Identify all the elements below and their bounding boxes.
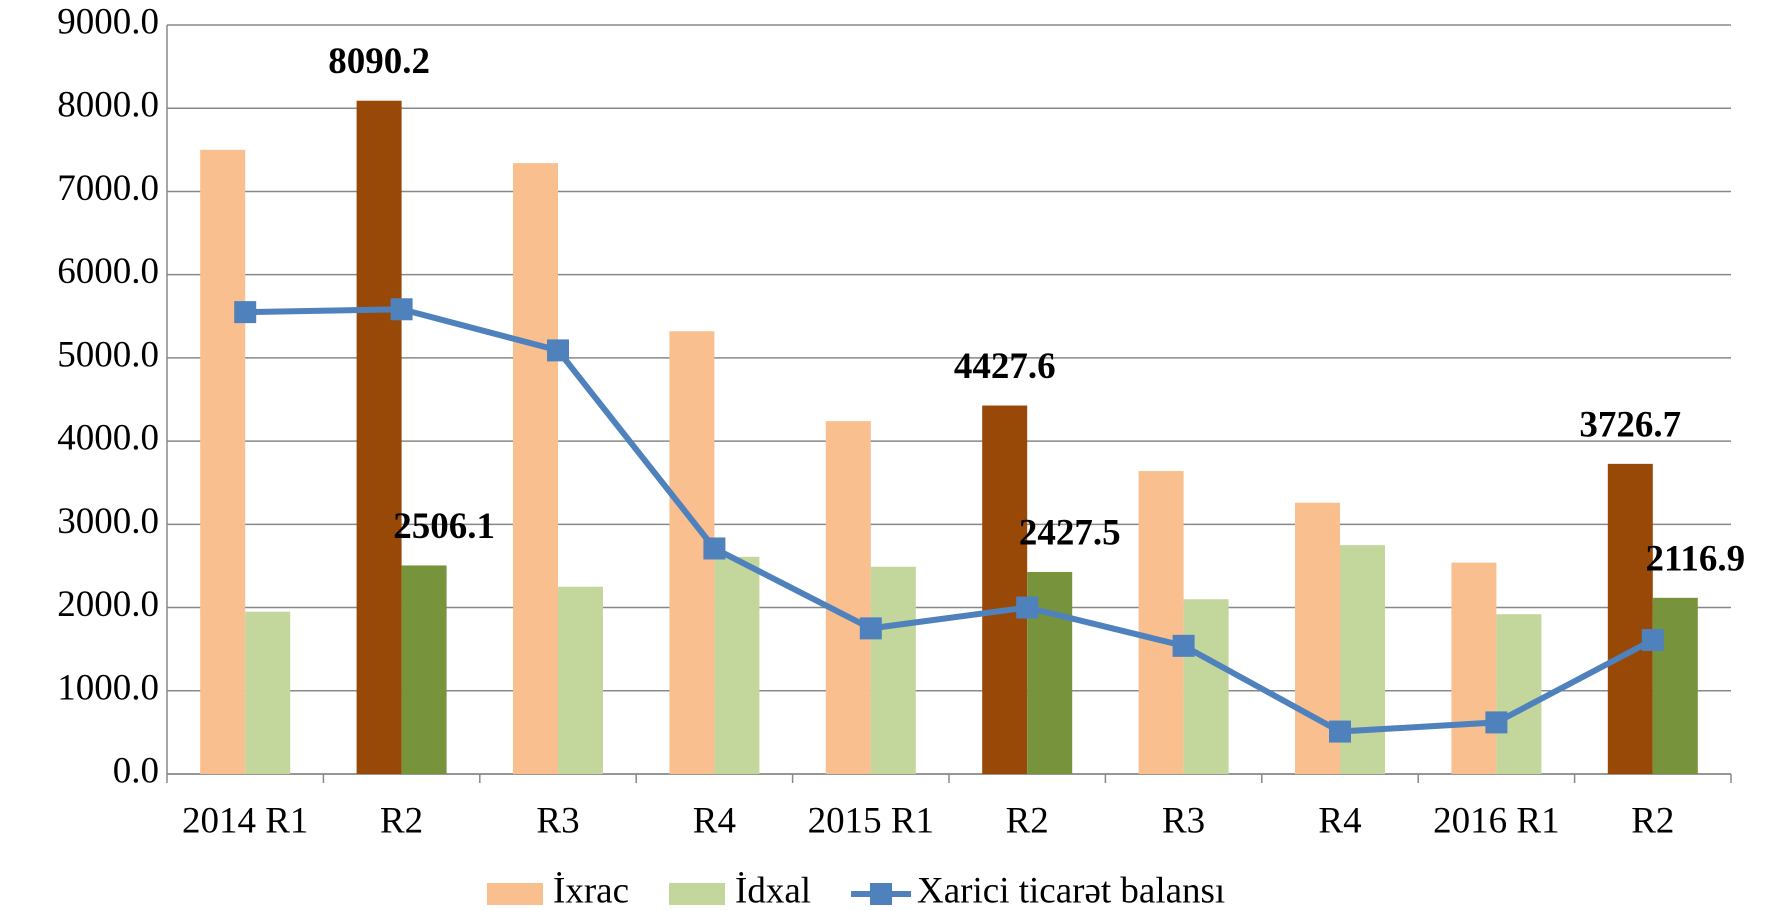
- bar: [870, 566, 916, 774]
- value-label: 2116.9: [1645, 538, 1745, 579]
- bar: [356, 100, 402, 774]
- marker: [1329, 720, 1351, 743]
- x-tick-label: 2014 R1: [182, 800, 308, 841]
- x-tick-label: R4: [693, 800, 736, 841]
- legend-marker: [870, 883, 893, 905]
- line: [245, 306, 1655, 735]
- marker: [1641, 629, 1664, 652]
- value-label: 4427.6: [954, 346, 1056, 387]
- x-tick-label: R3: [1162, 800, 1205, 841]
- bar: [1652, 597, 1698, 774]
- x-tick-label: R2: [380, 800, 423, 841]
- marker: [703, 537, 726, 560]
- y-tick-label: 5000.0: [57, 334, 159, 375]
- marker: [390, 298, 413, 321]
- marker: [1016, 596, 1039, 619]
- bar: [558, 586, 603, 774]
- bar: [245, 611, 291, 774]
- y-tick-label: 6000.0: [57, 251, 159, 292]
- bar: [1138, 471, 1184, 774]
- x-tick-label: 2016 R1: [1433, 800, 1559, 841]
- value-label: 2506.1: [393, 506, 495, 547]
- bar: [1607, 463, 1653, 774]
- bar: [1496, 614, 1542, 774]
- legend-swatch: [487, 883, 543, 905]
- marker: [859, 617, 882, 640]
- value-label: 2427.5: [1019, 512, 1121, 553]
- bar: [513, 163, 558, 774]
- bar: [1451, 562, 1497, 774]
- marker: [1172, 634, 1195, 657]
- marker: [547, 339, 569, 362]
- legend-label: Xarici ticarət balansı: [917, 870, 1225, 911]
- bar: [200, 149, 246, 775]
- bar: [825, 421, 871, 774]
- x-tick-label: R4: [1318, 800, 1361, 841]
- y-tick-label: 7000.0: [57, 168, 159, 209]
- bar: [1183, 599, 1229, 774]
- value-label: 8090.2: [328, 41, 430, 82]
- x-tick-label: R3: [536, 800, 579, 841]
- bar: [982, 405, 1028, 774]
- x-tick-label: R2: [1006, 800, 1049, 841]
- legend-label: İxrac: [553, 870, 629, 911]
- y-tick-label: 9000.0: [57, 1, 159, 42]
- y-tick-label: 4000.0: [57, 418, 159, 459]
- y-tick-label: 2000.0: [57, 584, 159, 625]
- y-tick-label: 8000.0: [57, 85, 159, 126]
- marker: [1485, 711, 1508, 734]
- y-tick-label: 0.0: [113, 750, 159, 791]
- legend-label: İdxal: [735, 870, 811, 911]
- x-tick-label: R2: [1631, 800, 1674, 841]
- marker: [234, 301, 257, 324]
- legend-swatch: [669, 883, 725, 905]
- y-tick-label: 3000.0: [57, 501, 159, 542]
- y-tick-label: 1000.0: [57, 667, 159, 708]
- value-label: 3726.7: [1579, 404, 1681, 445]
- bar: [401, 565, 447, 774]
- bar: [714, 556, 760, 774]
- x-tick-label: 2015 R1: [808, 800, 934, 841]
